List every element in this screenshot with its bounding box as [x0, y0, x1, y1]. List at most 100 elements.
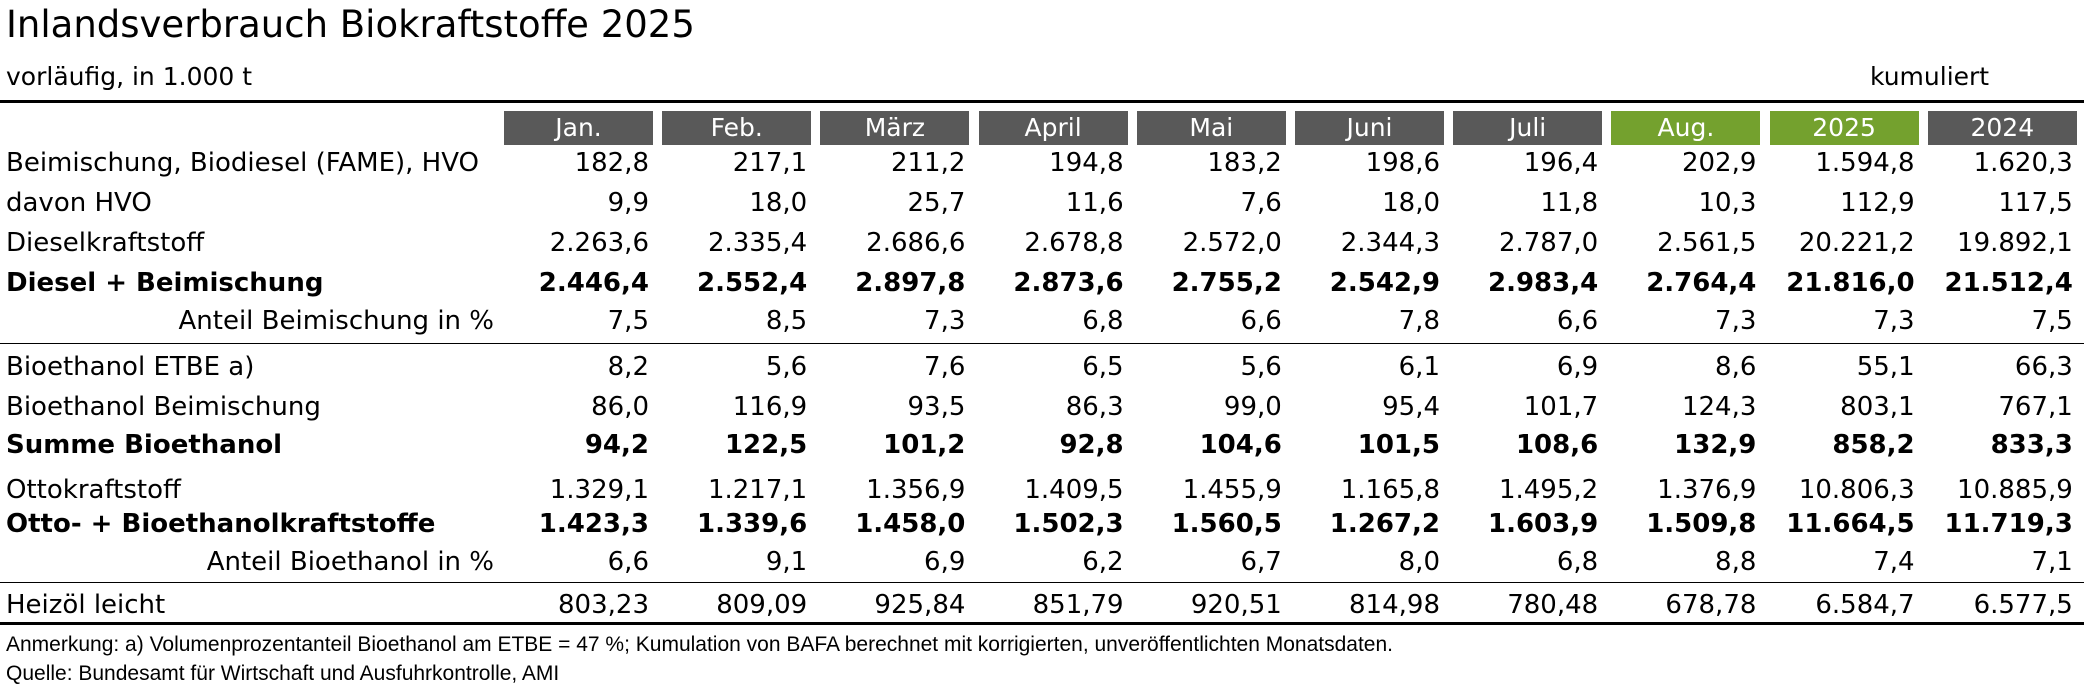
cell: 2.542,9 — [1329, 268, 1440, 298]
cell: 2.873,6 — [1013, 268, 1124, 298]
cell: 116,9 — [732, 392, 808, 422]
cell: 6,1 — [1398, 352, 1440, 382]
cell: 124,3 — [1681, 392, 1757, 422]
cell: 2.764,4 — [1646, 268, 1757, 298]
cell: 20.221,2 — [1798, 228, 1915, 258]
cell: 1.594,8 — [1815, 148, 1915, 178]
cell: 1.423,3 — [538, 509, 649, 539]
column-header: April — [978, 111, 1128, 145]
cell: 6.577,5 — [1973, 590, 2073, 620]
cell: 95,4 — [1382, 392, 1440, 422]
cell: 6,7 — [1240, 547, 1282, 577]
cell: 94,2 — [584, 430, 649, 460]
cell: 202,9 — [1681, 148, 1757, 178]
cell: 1.329,1 — [549, 475, 649, 505]
column-header: Juni — [1295, 111, 1444, 145]
row-label: Bioethanol ETBE a) — [6, 352, 255, 382]
cell: 11,8 — [1540, 188, 1599, 218]
row-label: Dieselkraftstoff — [6, 228, 205, 258]
cell: 1.455,9 — [1182, 475, 1282, 505]
cell: 1.339,6 — [696, 509, 808, 539]
footnote: Anmerkung: a) Volumenprozentanteil Bioet… — [6, 633, 1393, 656]
row-label: davon HVO — [6, 188, 152, 218]
cell: 2.572,0 — [1182, 228, 1282, 258]
cell: 8,0 — [1398, 547, 1440, 577]
cell: 2.335,4 — [707, 228, 808, 258]
cell: 183,2 — [1207, 148, 1282, 178]
cell: 1.502,3 — [1013, 509, 1124, 539]
cell: 6.584,7 — [1815, 590, 1915, 620]
cell: 803,23 — [558, 590, 649, 620]
cell: 7,5 — [607, 306, 649, 336]
cell: 66,3 — [2014, 352, 2073, 382]
cell: 104,6 — [1199, 430, 1282, 460]
column-header: März — [820, 111, 970, 145]
cell: 7,5 — [2031, 306, 2073, 336]
cell: 25,7 — [907, 188, 966, 218]
cell: 11.719,3 — [1944, 509, 2073, 539]
cell: 112,9 — [1840, 188, 1915, 218]
cell: 10,3 — [1698, 188, 1757, 218]
cumulative-label: kumuliert — [1870, 62, 1990, 91]
separator — [0, 582, 2084, 583]
cell: 925,84 — [874, 590, 966, 620]
cell: 93,5 — [907, 392, 966, 422]
cell: 8,8 — [1715, 547, 1757, 577]
cell: 2.755,2 — [1171, 268, 1282, 298]
column-header: Feb. — [662, 111, 812, 145]
top-rule — [0, 100, 2084, 103]
cell: 1.376,9 — [1657, 475, 1757, 505]
cell: 217,1 — [732, 148, 808, 178]
cell: 7,8 — [1398, 306, 1440, 336]
cell: 10.806,3 — [1798, 475, 1915, 505]
cell: 1.458,0 — [855, 509, 966, 539]
cell: 8,5 — [765, 306, 808, 336]
cell: 2.678,8 — [1024, 228, 1124, 258]
cell: 7,1 — [2031, 547, 2073, 577]
cell: 809,09 — [716, 590, 808, 620]
cell: 1.165,8 — [1340, 475, 1440, 505]
cell: 767,1 — [1998, 392, 2073, 422]
column-header: Mai — [1136, 111, 1286, 145]
cell: 101,2 — [883, 430, 966, 460]
cell: 1.509,8 — [1646, 509, 1757, 539]
cell: 7,3 — [1873, 306, 1915, 336]
cell: 851,79 — [1032, 590, 1124, 620]
row-label: Anteil Bioethanol in % — [206, 547, 494, 577]
cell: 8,6 — [1715, 352, 1757, 382]
row-label: Beimischung, Biodiesel (FAME), HVO — [6, 148, 480, 178]
cell: 196,4 — [1523, 148, 1599, 178]
column-header: Aug. — [1611, 111, 1761, 145]
cell: 8,2 — [607, 352, 649, 382]
cell: 198,6 — [1365, 148, 1440, 178]
cell: 132,9 — [1674, 430, 1757, 460]
subtitle: vorläufig, in 1.000 t — [6, 62, 253, 91]
cell: 1.620,3 — [1973, 148, 2073, 178]
cell: 92,8 — [1059, 430, 1124, 460]
cell: 2.561,5 — [1657, 228, 1757, 258]
cell: 101,7 — [1523, 392, 1599, 422]
cell: 2.983,4 — [1487, 268, 1599, 298]
cell: 55,1 — [1856, 352, 1915, 382]
cell: 1.217,1 — [707, 475, 808, 505]
cell: 6,6 — [1240, 306, 1282, 336]
cell: 6,2 — [1082, 547, 1124, 577]
cell: 117,5 — [1998, 188, 2073, 218]
cell: 194,8 — [1049, 148, 1124, 178]
cell: 7,3 — [1715, 306, 1757, 336]
cell: 780,48 — [1507, 590, 1599, 620]
cell: 6,5 — [1082, 352, 1124, 382]
cell: 11,6 — [1065, 188, 1124, 218]
cell: 2.344,3 — [1340, 228, 1440, 258]
row-label: Otto- + Bioethanolkraftstoffe — [6, 509, 436, 539]
cell: 122,5 — [724, 430, 808, 460]
cell: 6,8 — [1082, 306, 1124, 336]
cell: 99,0 — [1223, 392, 1282, 422]
cell: 86,0 — [591, 392, 649, 422]
cell: 21.816,0 — [1786, 268, 1915, 298]
cell: 2.552,4 — [696, 268, 808, 298]
cell: 6,6 — [1556, 306, 1599, 336]
row-label: Ottokraftstoff — [6, 475, 181, 505]
cell: 5,6 — [1240, 352, 1282, 382]
